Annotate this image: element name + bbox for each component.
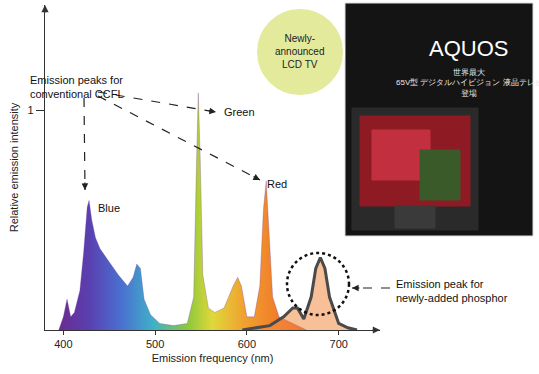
svg-text:Newly-announcedLCD TV: Newly-announcedLCD TV xyxy=(275,33,325,70)
svg-text:Blue: Blue xyxy=(98,202,120,214)
svg-text:Relative emission intensity: Relative emission intensity xyxy=(8,102,20,232)
svg-text:Green: Green xyxy=(224,106,255,118)
svg-text:1: 1 xyxy=(27,104,33,116)
svg-text:世界最大65V型 デジタルハイビジョン 液晶テレビ登場: 世界最大65V型 デジタルハイビジョン 液晶テレビ登場 xyxy=(396,68,539,98)
svg-text:700: 700 xyxy=(330,338,348,350)
svg-text:400: 400 xyxy=(54,338,72,350)
svg-text:Emission peak fornewly-added p: Emission peak fornewly-added phosphor xyxy=(396,278,508,304)
svg-text:Red: Red xyxy=(267,178,287,190)
svg-text:Emission frequency (nm): Emission frequency (nm) xyxy=(152,352,274,364)
svg-text:500: 500 xyxy=(146,338,164,350)
svg-text:600: 600 xyxy=(238,338,256,350)
svg-text:AQUOS: AQUOS xyxy=(429,36,508,61)
svg-text:Emission peaks forconventional: Emission peaks forconventional CCFL xyxy=(30,74,124,100)
